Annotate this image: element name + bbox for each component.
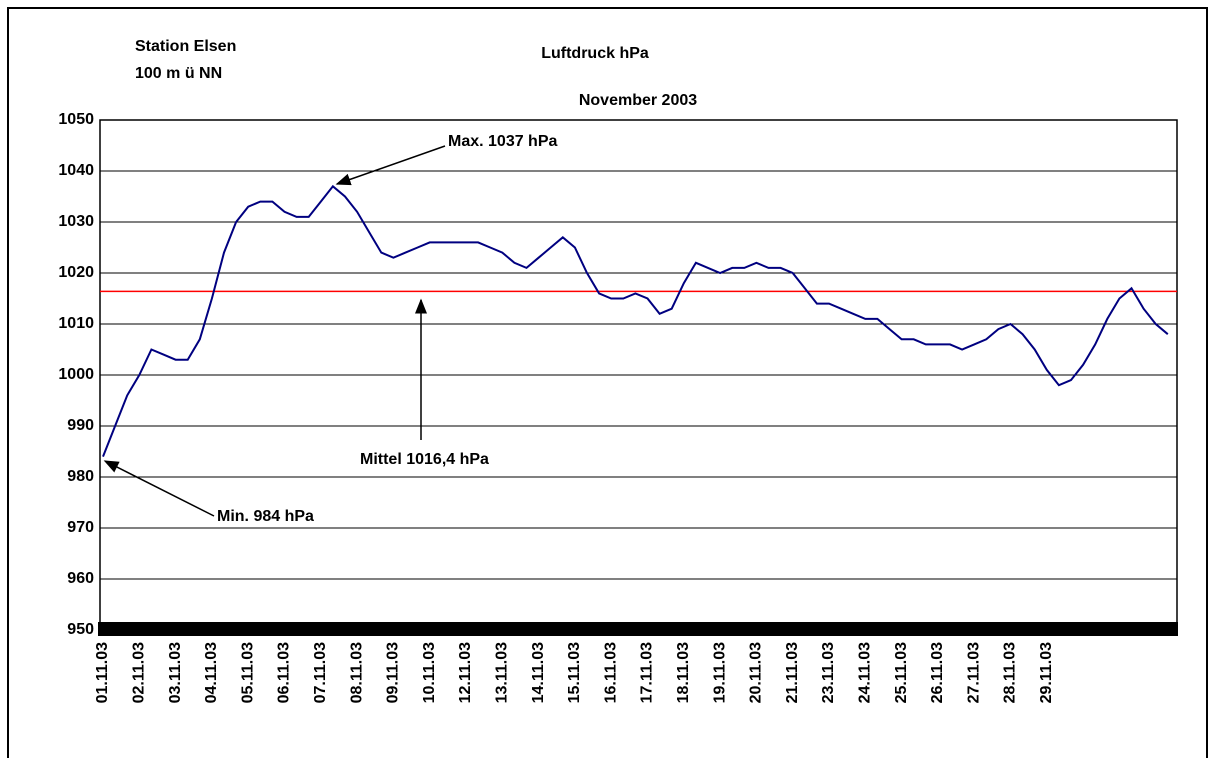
- x-tick-label: 28.11.03: [1002, 642, 1019, 704]
- annotation-min: Min. 984 hPa: [217, 508, 314, 525]
- x-tick-label: 02.11.03: [131, 642, 148, 704]
- x-tick-label: 12.11.03: [457, 642, 474, 704]
- x-tick-label: 19.11.03: [711, 642, 728, 704]
- x-tick-label: 03.11.03: [167, 642, 184, 704]
- station: Station Elsen: [135, 38, 236, 55]
- x-tick-label: 15.11.03: [566, 642, 583, 704]
- x-tick-label: 05.11.03: [239, 642, 256, 704]
- x-tick-label: 10.11.03: [421, 642, 438, 704]
- y-tick-label: 1020: [58, 264, 94, 281]
- chart-subtitle: November 2003: [579, 92, 697, 109]
- y-tick-label: 950: [67, 621, 94, 638]
- annotation-mean: Mittel 1016,4 hPa: [360, 451, 489, 468]
- y-tick-label: 1050: [58, 111, 94, 128]
- x-tick-label: 04.11.03: [203, 642, 220, 704]
- frame: [7, 7, 1208, 758]
- y-tick-label: 1010: [58, 315, 94, 332]
- x-tick-label: 21.11.03: [784, 642, 801, 704]
- x-tick-label: 07.11.03: [312, 642, 329, 704]
- y-tick-label: 970: [67, 519, 94, 536]
- x-tick-label: 27.11.03: [965, 642, 982, 704]
- x-tick-label: 24.11.03: [857, 642, 874, 704]
- x-tick-label: 26.11.03: [929, 642, 946, 704]
- x-tick-label: 23.11.03: [820, 642, 837, 704]
- arrow: [335, 145, 446, 186]
- x-tick-label: 29.11.03: [1038, 642, 1055, 704]
- x-tick-label: 25.11.03: [893, 642, 910, 704]
- x-axis-ticks: [98, 622, 1178, 636]
- y-tick-label: 1030: [58, 213, 94, 230]
- x-tick-label: 09.11.03: [385, 642, 402, 704]
- x-tick-label: 06.11.03: [276, 642, 293, 704]
- arrow: [103, 460, 215, 517]
- x-tick-label: 14.11.03: [530, 642, 547, 704]
- y-tick-label: 990: [67, 417, 94, 434]
- altitude: 100 m ü NN: [135, 65, 222, 82]
- x-tick-label: 17.11.03: [639, 642, 656, 704]
- x-tick-label: 18.11.03: [675, 642, 692, 704]
- chart-title: Luftdruck hPa: [541, 45, 649, 62]
- y-tick-label: 960: [67, 570, 94, 587]
- x-tick-label: 08.11.03: [348, 642, 365, 704]
- x-tick-label: 16.11.03: [602, 642, 619, 704]
- annotation-max: Max. 1037 hPa: [448, 133, 558, 150]
- x-tick-label: 20.11.03: [748, 642, 765, 704]
- series-line: [102, 184, 1169, 457]
- x-tick-label: 13.11.03: [494, 642, 511, 704]
- y-tick-label: 980: [67, 468, 94, 485]
- y-tick-label: 1000: [58, 366, 94, 383]
- x-tick-label: 01.11.03: [94, 642, 111, 704]
- y-tick-label: 1040: [58, 162, 94, 179]
